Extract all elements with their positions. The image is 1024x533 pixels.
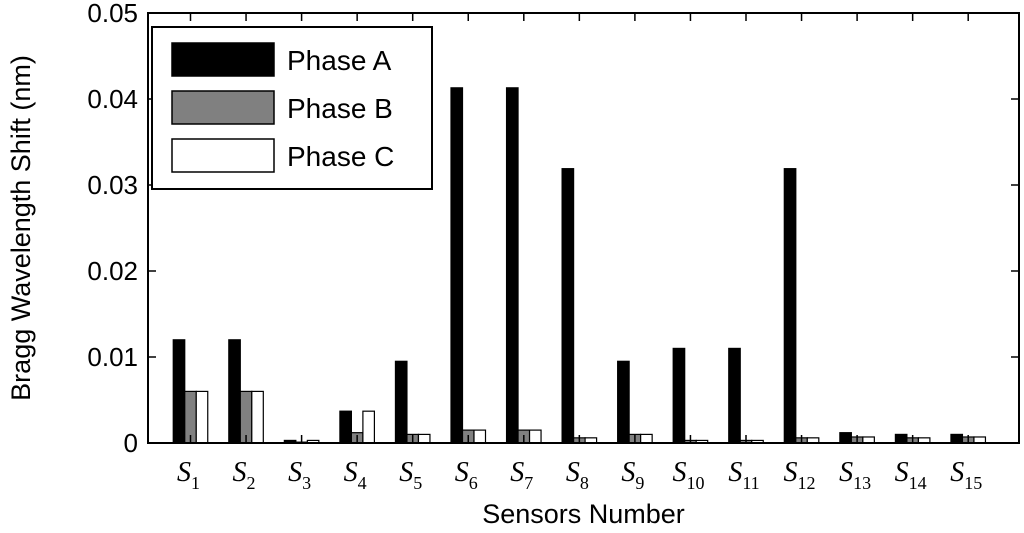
- x-tick-letter: S: [399, 457, 413, 488]
- x-tick-subscript: 11: [742, 473, 759, 493]
- y-axis-title: Bragg Wavelength Shift (nm): [6, 55, 36, 401]
- legend-label: Phase B: [287, 93, 393, 124]
- bar-phase-c-s6: [473, 429, 487, 444]
- x-tick-label: S13: [839, 457, 871, 493]
- bar-phase-a-s13: [839, 432, 852, 444]
- x-tick-letter: S: [344, 457, 358, 488]
- x-tick-letter: S: [728, 457, 742, 488]
- bar-phase-c-s4: [362, 410, 375, 444]
- x-tick-letter: S: [784, 457, 798, 488]
- x-tick-letter: S: [177, 457, 191, 488]
- x-tick-subscript: 9: [635, 473, 644, 493]
- x-tick-label: S11: [728, 457, 759, 493]
- x-tick-label: S12: [784, 457, 816, 493]
- bar-phase-a-s2: [228, 339, 241, 444]
- x-tick-label: S2: [233, 457, 256, 493]
- bar-phase-c-s1: [195, 390, 209, 444]
- x-tick-label: S6: [455, 457, 478, 493]
- legend-label: Phase C: [287, 141, 394, 172]
- bar-phase-c-s5: [417, 433, 431, 444]
- x-tick-letter: S: [950, 457, 964, 488]
- x-tick-label: S8: [566, 457, 589, 493]
- x-tick-label: S3: [288, 457, 311, 493]
- bar-phase-a-s4: [339, 410, 352, 444]
- bar-phase-a-s11: [728, 347, 741, 444]
- x-tick-label: S5: [399, 457, 422, 493]
- legend: Phase A Phase B Phase C: [151, 26, 433, 190]
- y-tick-label: 0.02: [87, 256, 138, 286]
- bar-phase-a-s5: [394, 360, 408, 444]
- x-tick-subscript: 13: [853, 473, 871, 493]
- x-tick-letter: S: [566, 457, 580, 488]
- bar-phase-c-s9: [640, 433, 653, 444]
- x-tick-subscript: 12: [798, 473, 816, 493]
- bar-phase-a-s1: [172, 339, 186, 444]
- x-tick-subscript: 8: [580, 473, 589, 493]
- x-tick-letter: S: [288, 457, 302, 488]
- x-tick-subscript: 14: [909, 473, 927, 493]
- x-tick-letter: S: [672, 457, 686, 488]
- x-tick-letter: S: [510, 457, 524, 488]
- bar-phase-a-s10: [672, 347, 686, 444]
- legend-label: Phase A: [287, 45, 392, 76]
- legend-swatch: [171, 90, 275, 125]
- x-tick-label: S14: [895, 457, 927, 493]
- bar-phase-a-s14: [894, 433, 908, 444]
- plot-frame: [147, 12, 1020, 444]
- y-axis: 0 0.01 0.02 0.03 0.04 0.05: [87, 0, 1019, 458]
- x-axis: S1 S2 S3 S4 S5 S6 S7 S8 S9 S10 S11 S12 S13 S14 S15: [177, 13, 982, 493]
- y-tick-label: 0.05: [87, 0, 138, 28]
- x-tick-label: S10: [672, 457, 704, 493]
- y-tick-label: 0.01: [87, 342, 138, 372]
- x-tick-subscript: 15: [964, 473, 982, 493]
- bar-phase-a-s15: [950, 433, 964, 444]
- x-tick-subscript: 5: [413, 473, 422, 493]
- bar-phase-c-s7: [528, 429, 542, 444]
- x-tick-label: S1: [177, 457, 200, 493]
- x-tick-subscript: 3: [302, 473, 311, 493]
- x-tick-label: S9: [621, 457, 644, 493]
- x-tick-letter: S: [895, 457, 909, 488]
- legend-swatch: [171, 42, 275, 77]
- x-tick-subscript: 10: [686, 473, 704, 493]
- bar-phase-a-s8: [561, 168, 575, 444]
- bar-phase-a-s7: [505, 87, 519, 444]
- bar-phase-c-s2: [251, 390, 264, 444]
- bar-phase-a-s12: [783, 168, 797, 444]
- x-tick-label: S7: [510, 457, 533, 493]
- legend-swatch: [171, 138, 275, 173]
- x-tick-letter: S: [839, 457, 853, 488]
- x-tick-letter: S: [621, 457, 635, 488]
- x-tick-subscript: 6: [469, 473, 478, 493]
- x-tick-label: S4: [344, 457, 367, 493]
- x-tick-subscript: 7: [524, 473, 533, 493]
- bars-layer: [172, 87, 987, 444]
- bar-phase-a-s6: [450, 87, 464, 444]
- x-tick-subscript: 2: [247, 473, 256, 493]
- x-tick-subscript: 4: [358, 473, 367, 493]
- y-tick-label: 0: [124, 428, 138, 458]
- x-axis-title: Sensors Number: [482, 499, 685, 528]
- y-tick-label: 0.04: [87, 84, 138, 114]
- y-tick-label: 0.03: [87, 170, 138, 200]
- x-tick-letter: S: [233, 457, 247, 488]
- x-tick-letter: S: [455, 457, 469, 488]
- x-tick-label: S15: [950, 457, 982, 493]
- bar-phase-a-s9: [617, 360, 630, 444]
- x-tick-subscript: 1: [191, 473, 200, 493]
